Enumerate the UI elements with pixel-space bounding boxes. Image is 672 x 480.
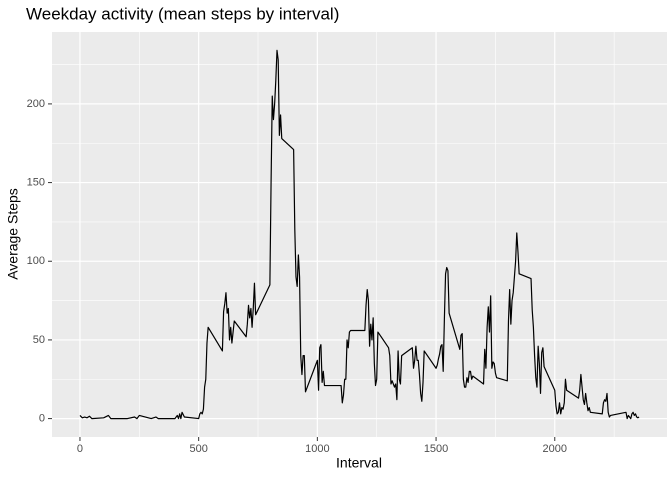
y-tick-label: 150 [27,176,45,188]
x-tick-label: 1000 [305,443,329,455]
x-tick-label: 2000 [543,443,567,455]
y-tick-label: 50 [33,334,45,346]
y-tick-label: 0 [39,412,45,424]
x-tick-label: 500 [189,443,207,455]
y-axis-title: Average Steps [5,188,21,280]
x-tick-label: 0 [77,443,83,455]
chart-title: Weekday activity (mean steps by interval… [26,4,339,23]
y-tick-label: 100 [27,255,45,267]
plot-panel [52,32,667,437]
y-tick-label: 200 [27,98,45,110]
data-line [79,49,640,420]
x-axis-title: Interval [336,455,382,471]
x-tick-label: 1500 [424,443,448,455]
